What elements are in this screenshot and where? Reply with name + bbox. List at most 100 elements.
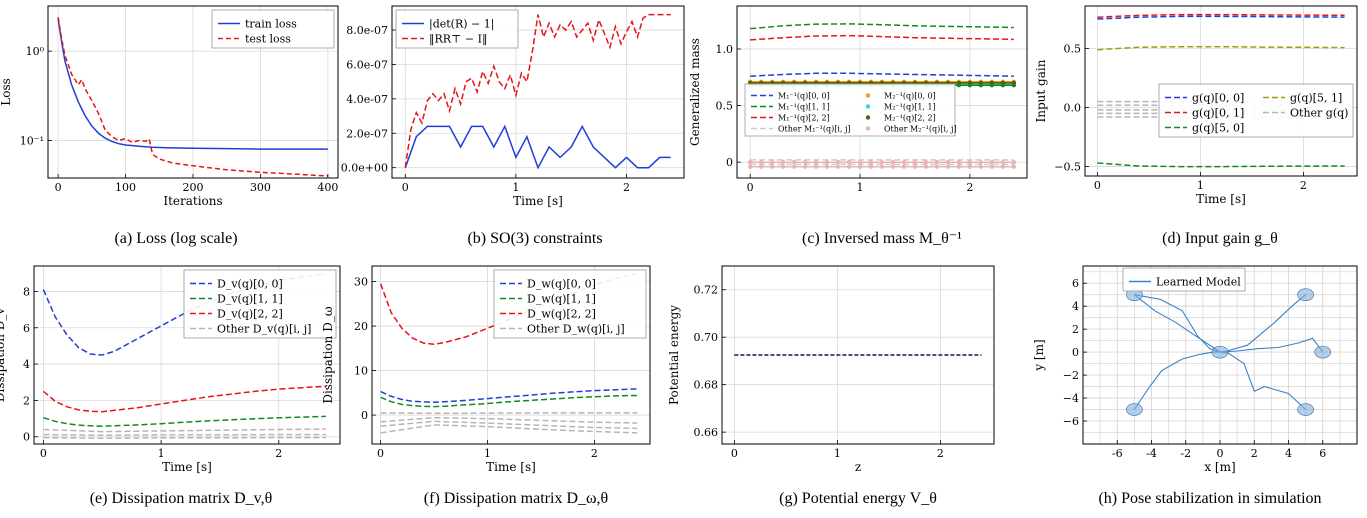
x-tick-label: 4 bbox=[1285, 447, 1292, 460]
series-marker bbox=[989, 159, 995, 165]
legend: D_v(q)[0, 0] D_v(q)[1, 1] D_v(q)[2, 2] Othe… bbox=[183, 269, 337, 339]
x-axis-label: x [m] bbox=[1204, 460, 1235, 474]
series-marker bbox=[868, 159, 874, 165]
legend-swatch bbox=[865, 104, 871, 109]
legend-label: Other M₁⁻¹(q)[i, j] bbox=[778, 125, 851, 134]
legend-label: Other D_w(q)[i, j] bbox=[527, 323, 625, 336]
series-line-5 bbox=[43, 436, 326, 439]
y-tick-label: 0 bbox=[726, 156, 733, 169]
legend-swatch bbox=[865, 93, 871, 98]
y-tick-label: 0.5 bbox=[1064, 43, 1082, 56]
vehicle-marker bbox=[1297, 403, 1314, 416]
series-line-2 bbox=[750, 34, 1014, 41]
legend-label: ‖RR⊤ − I‖ bbox=[429, 33, 487, 47]
series-marker bbox=[1011, 83, 1017, 88]
x-tick-label: 1 bbox=[1197, 179, 1204, 192]
legend: M₁⁻¹(q)[0, 0] M₁⁻¹(q)[1, 1] M₁⁻¹(q)[2, 2] O… bbox=[744, 83, 957, 137]
series-marker bbox=[923, 164, 929, 169]
chart-panel-h: -6 -4 -2 0 2 4 6 −6 −4 −2 0 2 4 6 x [m] y [m] Learned Mo… bbox=[1032, 265, 1358, 507]
figure-caption: (g) Potential energy V_θ bbox=[779, 490, 937, 507]
legend-swatch bbox=[865, 115, 871, 120]
series-marker bbox=[989, 164, 995, 169]
series-marker bbox=[802, 164, 808, 169]
series-marker bbox=[813, 164, 819, 169]
series-marker bbox=[934, 164, 940, 169]
series-marker bbox=[989, 83, 995, 88]
x-tick-label: 300 bbox=[250, 181, 271, 194]
series-marker bbox=[967, 83, 973, 88]
x-axis-label: z bbox=[855, 460, 861, 474]
x-tick-label: 0 bbox=[1217, 447, 1224, 460]
series-line-1 bbox=[43, 415, 326, 427]
x-tick-label: 0 bbox=[377, 447, 384, 460]
legend-label: Learned Model bbox=[1156, 276, 1241, 289]
y-tick-label: 20 bbox=[354, 320, 368, 333]
legend: g(q)[0, 0] g(q)[0, 1] g(q)[5, 0] g(q)[5, 1]… bbox=[1158, 83, 1354, 138]
legend-box bbox=[1122, 267, 1246, 292]
series-line-0 bbox=[380, 388, 638, 403]
x-tick-label: -6 bbox=[1112, 447, 1123, 460]
series-line-4 bbox=[380, 416, 638, 424]
x-tick-label: 0 bbox=[731, 447, 738, 460]
legend-box bbox=[183, 269, 337, 339]
y-tick-label: 2 bbox=[23, 394, 30, 407]
y-tick-label: −2 bbox=[1063, 369, 1079, 382]
chart-panel-e: 0 1 2 0 2 4 6 8 Time [s] Dissipation D_v D_v(q)[0,… bbox=[0, 265, 341, 507]
legend-label: Other M₂⁻¹(q)[i, j] bbox=[884, 125, 957, 134]
legend-label: D_w(q)[1, 1] bbox=[527, 293, 596, 306]
y-tick-label: 0 bbox=[23, 431, 30, 444]
y-tick-label: 0.66 bbox=[694, 426, 719, 439]
series-line-1 bbox=[750, 23, 1014, 30]
series-marker bbox=[912, 164, 918, 169]
y-axis-label: Potential energy bbox=[667, 305, 681, 405]
y-tick-label: 4 bbox=[1072, 300, 1079, 313]
axes-frame bbox=[371, 265, 651, 445]
series-line-0 bbox=[1134, 294, 1221, 353]
y-tick-label: 6 bbox=[23, 322, 30, 335]
legend-label: D_v(q)[1, 1] bbox=[217, 293, 283, 306]
series-marker bbox=[1000, 164, 1006, 169]
vehicle-marker bbox=[1126, 403, 1143, 416]
y-tick-label: 10⁻¹ bbox=[20, 134, 44, 147]
legend-label: M₁⁻¹(q)[1, 1] bbox=[778, 103, 830, 112]
x-tick-label: 1 bbox=[158, 447, 165, 460]
legend-label: |det(R) − 1| bbox=[429, 18, 494, 32]
legend: Learned Model bbox=[1122, 267, 1246, 292]
series-marker bbox=[1000, 83, 1006, 88]
series-marker bbox=[835, 159, 841, 165]
y-tick-label: 0.5 bbox=[716, 100, 734, 113]
legend-label: M₁⁻¹(q)[2, 2] bbox=[778, 114, 830, 123]
y-tick-label: −4 bbox=[1063, 392, 1079, 405]
y-tick-label: 6 bbox=[1072, 277, 1079, 290]
y-tick-label: 6.0e-07 bbox=[346, 58, 388, 71]
legend-label: test loss bbox=[245, 33, 291, 46]
series-marker bbox=[879, 164, 885, 169]
series-marker bbox=[934, 159, 940, 165]
chart-panel-g: 0 1 2 0.66 0.68 0.70 0.72 z Potential energy (g) … bbox=[667, 265, 995, 507]
y-tick-label: 10 bbox=[354, 365, 368, 378]
series-marker bbox=[780, 164, 786, 169]
vehicle-marker bbox=[1314, 345, 1332, 359]
x-tick-label: 0 bbox=[55, 181, 62, 194]
series-marker bbox=[747, 164, 753, 169]
y-tick-label: 30 bbox=[354, 276, 368, 289]
y-tick-label: 2 bbox=[1072, 323, 1079, 336]
x-tick-label: 1 bbox=[834, 447, 841, 460]
legend-swatch bbox=[865, 126, 871, 131]
series-line-0 bbox=[57, 18, 328, 150]
series-marker bbox=[945, 164, 951, 169]
y-axis-label: Dissipation D_ω bbox=[321, 306, 335, 403]
series-marker bbox=[780, 159, 786, 165]
x-axis-label: Time [s] bbox=[513, 194, 563, 208]
series-marker bbox=[769, 159, 775, 165]
series-line-1 bbox=[404, 13, 671, 168]
series-marker bbox=[1000, 159, 1006, 165]
x-tick-label: 1 bbox=[857, 181, 864, 194]
x-tick-label: 2 bbox=[275, 447, 282, 460]
y-tick-label: 0.70 bbox=[694, 331, 719, 344]
x-tick-label: 0 bbox=[40, 447, 47, 460]
x-tick-label: 100 bbox=[115, 181, 136, 194]
chart-panel-d: 0 1 2 −0.5 0.0 0.5 Time [s] Input gain g(q)[0, 0… bbox=[1034, 5, 1358, 247]
